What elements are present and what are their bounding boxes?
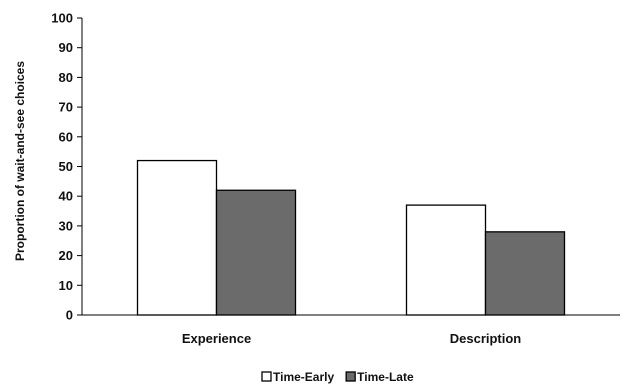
bar-time-late-description	[484, 231, 566, 316]
y-tick-label: 10	[59, 278, 73, 293]
bar-time-early-experience	[136, 159, 218, 316]
bar-time-late-experience	[215, 189, 297, 316]
legend-label: Time-Late	[357, 370, 414, 384]
bar-time-early-description	[405, 204, 487, 316]
y-tick-label: 100	[51, 11, 73, 26]
legend-swatch	[261, 371, 272, 382]
y-tick-label: 50	[59, 159, 73, 174]
x-category-label: Description	[450, 331, 522, 346]
y-tick-label: 60	[59, 129, 73, 144]
bars	[136, 159, 566, 316]
y-tick-label: 90	[59, 40, 73, 55]
y-tick-label: 20	[59, 248, 73, 263]
y-tick-label: 80	[59, 70, 73, 85]
legend-label: Time-Early	[273, 370, 334, 384]
y-tick-label: 70	[59, 100, 73, 115]
y-axis-ticks: 0 10 20 30 40 50 60 70 80 90 100	[51, 11, 82, 323]
y-axis-title: Proportion of wait-and-see choices	[13, 61, 27, 261]
legend-swatch	[345, 371, 356, 382]
category-labels: Experience Description	[182, 331, 522, 346]
legend: Time-Early Time-Late	[261, 370, 414, 384]
y-tick-label: 40	[59, 189, 73, 204]
y-tick-label: 30	[59, 218, 73, 233]
y-tick-label: 0	[66, 308, 73, 323]
x-category-label: Experience	[182, 331, 251, 346]
